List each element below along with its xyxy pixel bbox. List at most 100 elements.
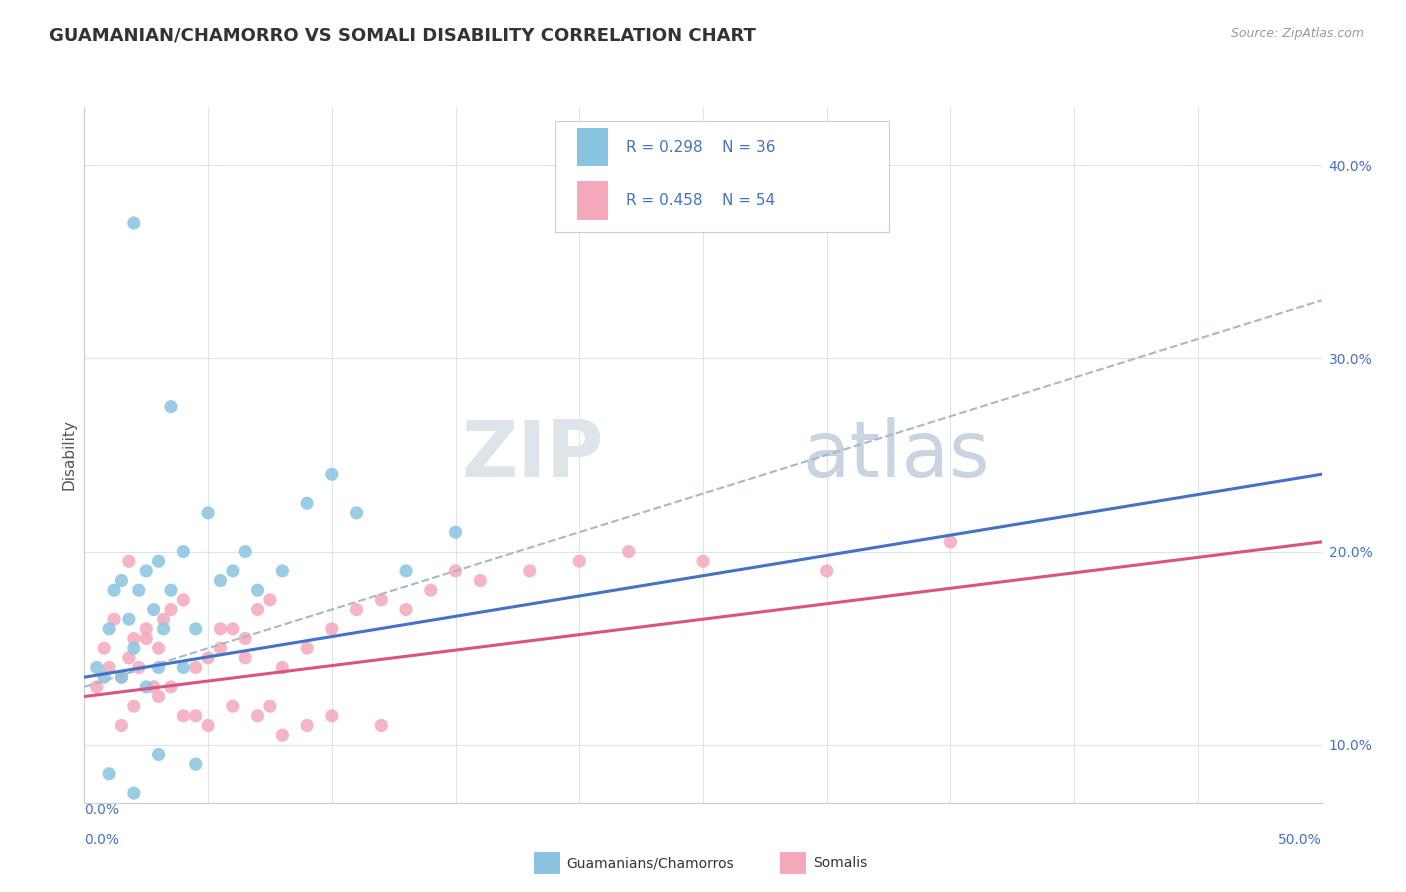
Point bbox=[321, 708, 343, 723]
Y-axis label: Disability: Disability bbox=[60, 419, 76, 491]
Point bbox=[93, 670, 115, 684]
Point bbox=[197, 506, 219, 520]
Bar bbox=[576, 181, 607, 219]
Point bbox=[271, 728, 294, 742]
Point bbox=[86, 660, 108, 674]
Point bbox=[419, 583, 441, 598]
Point bbox=[148, 747, 170, 762]
Point bbox=[148, 641, 170, 656]
Text: 0.0%: 0.0% bbox=[84, 833, 120, 847]
Point bbox=[346, 602, 368, 616]
Point bbox=[470, 574, 492, 588]
Point bbox=[122, 632, 145, 646]
Point bbox=[110, 670, 132, 684]
Point bbox=[160, 400, 183, 414]
Point bbox=[98, 660, 121, 674]
Point bbox=[148, 554, 170, 568]
Point bbox=[233, 651, 256, 665]
Point bbox=[152, 622, 174, 636]
Text: Somalis: Somalis bbox=[813, 856, 868, 871]
Point bbox=[160, 583, 183, 598]
Point bbox=[184, 622, 207, 636]
Point bbox=[184, 708, 207, 723]
Point bbox=[246, 583, 269, 598]
Point bbox=[209, 622, 232, 636]
Point bbox=[233, 544, 256, 558]
Point bbox=[122, 641, 145, 656]
Text: ZIP: ZIP bbox=[461, 417, 605, 493]
Point bbox=[222, 564, 245, 578]
Point bbox=[118, 554, 141, 568]
Point bbox=[246, 708, 269, 723]
Text: Source: ZipAtlas.com: Source: ZipAtlas.com bbox=[1230, 27, 1364, 40]
Point bbox=[172, 660, 194, 674]
Point bbox=[295, 718, 318, 732]
Point bbox=[692, 554, 714, 568]
Point bbox=[98, 622, 121, 636]
Point bbox=[128, 660, 150, 674]
Point bbox=[271, 564, 294, 578]
Point bbox=[321, 467, 343, 482]
Point bbox=[142, 602, 165, 616]
Point bbox=[209, 641, 232, 656]
Point bbox=[184, 660, 207, 674]
Point bbox=[172, 708, 194, 723]
Point bbox=[246, 602, 269, 616]
Point bbox=[93, 641, 115, 656]
Point bbox=[98, 767, 121, 781]
Point bbox=[135, 564, 157, 578]
Point bbox=[148, 660, 170, 674]
Point bbox=[259, 699, 281, 714]
Point bbox=[295, 496, 318, 510]
Point bbox=[346, 506, 368, 520]
Text: 50.0%: 50.0% bbox=[1278, 833, 1322, 847]
Point bbox=[172, 592, 194, 607]
Point bbox=[444, 564, 467, 578]
Text: GUAMANIAN/CHAMORRO VS SOMALI DISABILITY CORRELATION CHART: GUAMANIAN/CHAMORRO VS SOMALI DISABILITY … bbox=[49, 27, 756, 45]
FancyBboxPatch shape bbox=[554, 121, 889, 232]
Point bbox=[110, 670, 132, 684]
Point bbox=[110, 574, 132, 588]
Point bbox=[395, 602, 418, 616]
Bar bbox=[576, 128, 607, 166]
Point bbox=[617, 544, 640, 558]
Point bbox=[271, 660, 294, 674]
Point bbox=[135, 632, 157, 646]
Point bbox=[321, 622, 343, 636]
Point bbox=[135, 680, 157, 694]
Point bbox=[142, 680, 165, 694]
Text: R = 0.298    N = 36: R = 0.298 N = 36 bbox=[626, 139, 776, 154]
Point bbox=[152, 612, 174, 626]
Point bbox=[184, 757, 207, 772]
Point bbox=[295, 641, 318, 656]
Point bbox=[815, 564, 838, 578]
Text: Guamanians/Chamorros: Guamanians/Chamorros bbox=[567, 856, 734, 871]
Point bbox=[135, 622, 157, 636]
Point bbox=[122, 216, 145, 230]
Point bbox=[197, 651, 219, 665]
Point bbox=[222, 699, 245, 714]
Point bbox=[110, 718, 132, 732]
Point bbox=[103, 612, 125, 626]
Point bbox=[259, 592, 281, 607]
Text: R = 0.458    N = 54: R = 0.458 N = 54 bbox=[626, 194, 776, 208]
Point bbox=[444, 525, 467, 540]
Point bbox=[122, 699, 145, 714]
Point bbox=[86, 680, 108, 694]
Point bbox=[160, 680, 183, 694]
Point bbox=[118, 612, 141, 626]
Point bbox=[209, 574, 232, 588]
Point bbox=[395, 564, 418, 578]
Point bbox=[122, 786, 145, 800]
Text: 0.0%: 0.0% bbox=[84, 803, 120, 817]
Point bbox=[172, 544, 194, 558]
Point bbox=[148, 690, 170, 704]
Point bbox=[519, 564, 541, 578]
Point bbox=[370, 592, 392, 607]
Point bbox=[233, 632, 256, 646]
Text: atlas: atlas bbox=[801, 417, 990, 493]
Point bbox=[939, 535, 962, 549]
Point bbox=[568, 554, 591, 568]
Point bbox=[128, 583, 150, 598]
Point bbox=[370, 718, 392, 732]
